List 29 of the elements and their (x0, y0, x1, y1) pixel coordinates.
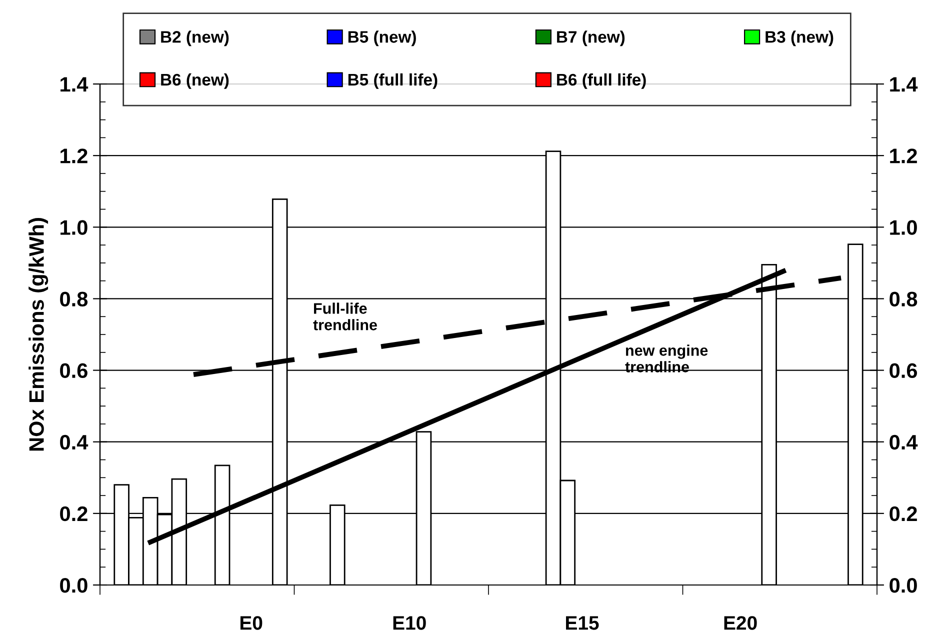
legend-label: B2 (new) (161, 30, 229, 46)
y2-tick-label: 1.2 (890, 148, 917, 164)
y-tick-label: 0.6 (60, 363, 88, 378)
legend-label: B3 (new) (766, 30, 834, 46)
x-tick-label: E15 (566, 616, 599, 630)
legend-label: B5 (new) (348, 30, 416, 46)
legend-label: B5 (full life) (348, 73, 438, 89)
y2-tick-label: 1.4 (890, 77, 918, 92)
y-tick-label: 1.2 (60, 148, 88, 164)
x-tick-label: E20 (724, 616, 757, 630)
y2-tick-label: 1.0 (890, 220, 917, 235)
x-tick-label: E0 (240, 616, 262, 630)
y-tick-label: 1.0 (60, 220, 88, 235)
y2-tick-label: 0.6 (890, 363, 918, 378)
y-tick-label: 0.2 (60, 506, 88, 522)
y2-tick-label: 0.4 (890, 434, 918, 450)
y-tick-label: 0.8 (60, 292, 88, 306)
legend-label: B6 (new) (161, 73, 229, 89)
y-tick-label: 0.4 (60, 434, 88, 450)
x-tick-label: E10 (393, 616, 426, 630)
y-tick-label: 0.0 (60, 578, 88, 593)
legend-label: B6 (full life) (557, 73, 646, 89)
annotation: Full-life trendline (313, 302, 377, 330)
y2-tick-label: 0.8 (890, 292, 918, 306)
y2-tick-label: 0.0 (890, 578, 917, 593)
y-axis-title: NOx Emissions (g/kWh) (28, 218, 48, 451)
legend-label: B7 (new) (557, 30, 625, 46)
y-tick-label: 1.4 (60, 77, 88, 92)
y2-tick-label: 0.2 (890, 506, 917, 522)
